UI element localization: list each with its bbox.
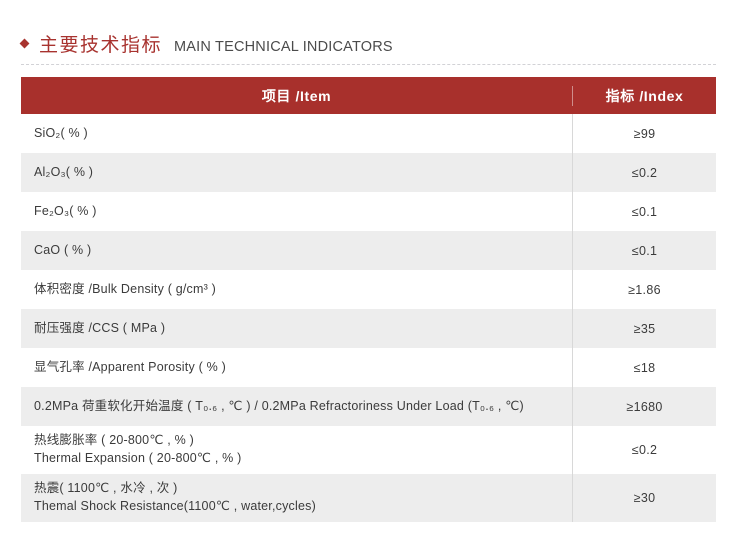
cell-item: SiO₂( % ) [21,114,573,153]
table-row: SiO₂( % ) ≥99 [21,114,716,153]
table-row: 热线膨胀率 ( 20-800℃ , % ) Thermal Expansion (… [21,426,716,474]
cell-index: ≤0.2 [631,443,658,457]
cell-index: ≤0.1 [631,204,658,219]
cell-item: 0.2MPa 荷重软化开始温度 ( T₀.₆ , ℃ ) / 0.2MPa Re… [21,387,573,426]
cell-item: CaO ( % ) [21,231,573,270]
page-title-en: MAIN TECHNICAL INDICATORS [174,39,393,55]
table-header-row: 项目 /Item 指标 /Index [21,77,716,114]
cell-item: 显气孔率 /Apparent Porosity ( % ) [21,348,573,387]
table-row: 体积密度 /Bulk Density ( g/cm³ ) ≥1.86 [21,270,716,309]
technical-indicators-table: 项目 /Item 指标 /Index SiO₂( % ) ≥99 Al₂O₃( % … [21,77,716,522]
cell-index: ≥1680 [626,399,663,414]
cell-item: 热线膨胀率 ( 20-800℃ , % ) Thermal Expansion (… [21,426,573,474]
cell-index: ≤18 [633,360,656,375]
table-row: 耐压强度 /CCS ( MPa ) ≥35 [21,309,716,348]
section-heading: 主要技术指标 MAIN TECHNICAL INDICATORS [19,30,393,56]
cell-index: ≥35 [633,321,656,336]
heading-divider [21,64,716,65]
cell-item: 体积密度 /Bulk Density ( g/cm³ ) [21,270,573,309]
cell-index: ≤0.1 [631,243,658,258]
cell-item: 热震( 1100℃ , 水冷 , 次 ) Themal Shock Resista… [21,474,573,522]
diamond-bullet-icon [19,38,30,49]
column-header-item: 项目 /Item [21,85,573,106]
table-body: SiO₂( % ) ≥99 Al₂O₃( % ) ≤0.2 Fe₂O₃( % ) ≤0.1… [21,114,716,522]
table-row: CaO ( % ) ≤0.1 [21,231,716,270]
cell-index: ≥99 [633,126,656,141]
table-row: 热震( 1100℃ , 水冷 , 次 ) Themal Shock Resista… [21,474,716,522]
cell-item: Fe₂O₃( % ) [21,192,573,231]
cell-index: ≥30 [633,491,656,505]
column-header-index: 指标 /Index [605,87,684,104]
table-row: Al₂O₃( % ) ≤0.2 [21,153,716,192]
cell-index: ≥1.86 [628,282,661,297]
cell-item: 耐压强度 /CCS ( MPa ) [21,309,573,348]
table-row: Fe₂O₃( % ) ≤0.1 [21,192,716,231]
table-row: 0.2MPa 荷重软化开始温度 ( T₀.₆ , ℃ ) / 0.2MPa Re… [21,387,716,426]
table-row: 显气孔率 /Apparent Porosity ( % ) ≤18 [21,348,716,387]
page-title-cn: 主要技术指标 [39,35,163,56]
cell-item: Al₂O₃( % ) [21,153,573,192]
cell-index: ≤0.2 [631,165,658,180]
